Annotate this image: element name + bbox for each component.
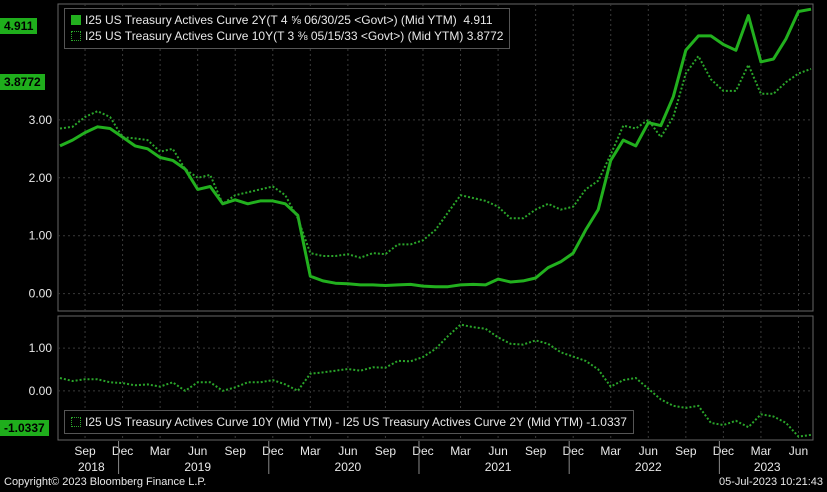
legend-swatch-10y	[71, 31, 81, 41]
last-value-2y: 4.911	[0, 18, 38, 34]
legend-label-10y: I25 US Treasury Actives Curve 10Y(T 3 ⅜ …	[85, 29, 504, 43]
x-tick-label-month: Dec	[713, 444, 734, 458]
x-tick-label-month: Sep	[225, 444, 247, 458]
last-value-10y: 3.8772	[0, 74, 45, 90]
x-tick-label-year: 2020	[335, 460, 362, 474]
x-tick-label-month: Dec	[112, 444, 133, 458]
series-line-spread	[59, 323, 812, 438]
x-tick-label-month: Dec	[563, 444, 584, 458]
x-tick-label-month: Jun	[488, 444, 507, 458]
y-tick-label: 3.00	[29, 113, 53, 127]
x-tick-label-year: 2019	[184, 460, 211, 474]
legend-item-2y: I25 US Treasury Actives Curve 2Y(T 4 ⅝ 0…	[71, 12, 503, 28]
x-tick-label-month: Mar	[751, 444, 772, 458]
series-line-10y	[59, 55, 812, 259]
x-tick-label-year: 2018	[78, 460, 105, 474]
y-tick-label: 0.00	[29, 287, 53, 301]
x-tick-label-month: Sep	[74, 444, 96, 458]
legend-label-spread: I25 US Treasury Actives Curve 10Y (Mid Y…	[85, 415, 627, 429]
x-tick-label-month: Mar	[450, 444, 471, 458]
x-tick-label-month: Dec	[412, 444, 433, 458]
series-line-2y	[59, 7, 812, 289]
legend-item-10y: I25 US Treasury Actives Curve 10Y(T 3 ⅜ …	[71, 28, 503, 44]
x-tick-label-year: 2022	[635, 460, 662, 474]
y-tick-label: 0.00	[29, 384, 53, 398]
x-tick-label-year: 2021	[485, 460, 512, 474]
legend-swatch-spread	[71, 417, 81, 427]
legend-swatch-2y	[71, 15, 81, 25]
x-tick-label-month: Mar	[150, 444, 171, 458]
legend-top: I25 US Treasury Actives Curve 2Y(T 4 ⅝ 0…	[64, 8, 511, 49]
copyright-text: Copyright© 2023 Bloomberg Finance L.P.	[4, 476, 207, 488]
x-tick-label-month: Jun	[639, 444, 658, 458]
y-tick-label: 1.00	[29, 229, 53, 243]
top-panel-frame	[57, 3, 814, 312]
x-tick-label-month: Sep	[675, 444, 697, 458]
y-tick-label: 2.00	[29, 171, 53, 185]
x-tick-label-month: Sep	[525, 444, 547, 458]
x-tick-label-month: Mar	[600, 444, 621, 458]
bottom-panel-frame	[57, 315, 814, 441]
legend-spread: I25 US Treasury Actives Curve 10Y (Mid Y…	[64, 410, 634, 434]
x-tick-label-month: Sep	[375, 444, 397, 458]
x-tick-label-month: Dec	[262, 444, 283, 458]
x-tick-label-year: 2023	[754, 460, 781, 474]
legend-label-2y: I25 US Treasury Actives Curve 2Y(T 4 ⅝ 0…	[85, 13, 493, 27]
timestamp-text: 05-Jul-2023 10:21:43	[719, 476, 823, 488]
y-tick-label: 1.00	[29, 341, 53, 355]
x-tick-label-month: Mar	[300, 444, 321, 458]
x-tick-label-month: Jun	[188, 444, 207, 458]
last-value-spread: -1.0337	[0, 420, 49, 436]
x-tick-label-month: Jun	[789, 444, 808, 458]
x-tick-label-month: Jun	[338, 444, 357, 458]
